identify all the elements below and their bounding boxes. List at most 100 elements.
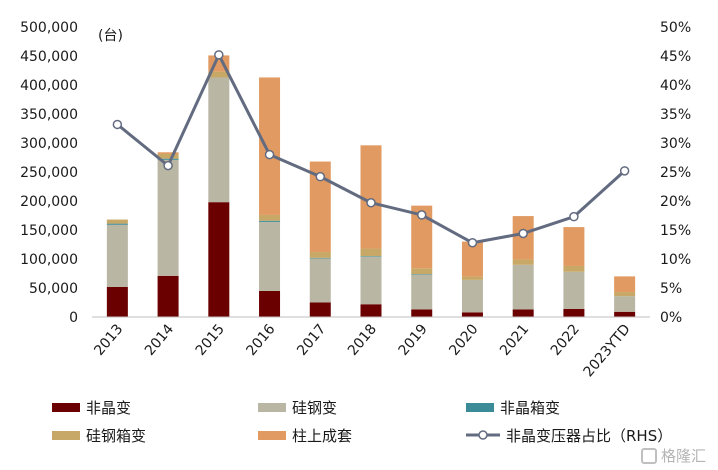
legend-swatch: [52, 402, 80, 412]
x-tick-label: 2017: [294, 321, 329, 359]
bar-segment: [309, 258, 331, 303]
chart-legend: 非晶变 硅钢变 非晶箱变 硅钢箱变 柱上成套 非晶变压器占比（RHS）: [0, 396, 718, 466]
bar-segment: [259, 220, 281, 222]
bar-segment: [157, 158, 179, 160]
bar-segment: [512, 264, 534, 310]
share-line-point: [366, 197, 376, 208]
x-tick-label: 2019: [396, 321, 431, 359]
x-tick-label: 2013: [91, 321, 126, 359]
legend-item-silicon-steel-transformer: 硅钢变: [258, 396, 337, 418]
bar-segment: [360, 145, 382, 249]
bar-segment: [259, 214, 281, 221]
bar-segment: [259, 221, 281, 291]
bar-segment: [208, 71, 230, 78]
x-tick-label: 2020: [446, 321, 481, 359]
share-line-point: [416, 210, 427, 220]
legend-swatch: [258, 402, 286, 412]
bar-segment: [360, 304, 382, 317]
share-line-point: [467, 238, 478, 248]
bar-segment: [461, 241, 483, 277]
x-tick-label: 2023YTD: [581, 321, 634, 380]
y-tick-label: 300,000: [20, 136, 78, 152]
y2-tick-label: 40%: [660, 78, 691, 94]
legend-label: 非晶箱变: [500, 398, 561, 417]
y2-tick-label: 20%: [660, 194, 691, 210]
y2-tick-label: 45%: [660, 49, 691, 65]
bar-segment: [512, 259, 534, 265]
bar-segment: [360, 248, 382, 257]
watermark: 格隆汇: [640, 445, 706, 466]
bar-segment: [309, 302, 331, 317]
legend-label: 非晶变压器占比（RHS）: [506, 426, 673, 445]
y-tick-label: 500,000: [20, 20, 78, 36]
bar-segment: [259, 290, 281, 317]
legend-line-marker: [466, 430, 500, 440]
legend-label: 非晶变: [86, 398, 132, 417]
bar-segment: [208, 202, 230, 317]
bar-segment: [614, 276, 636, 293]
bar-segment: [157, 152, 179, 155]
y-tick-label: 400,000: [20, 78, 78, 94]
bar-segment: [563, 265, 585, 272]
bar-segment: [208, 77, 230, 203]
y2-tick-label: 15%: [660, 223, 691, 239]
legend-swatch: [258, 430, 286, 440]
x-tick-label: 2015: [193, 321, 228, 359]
y2-tick-label: 25%: [660, 165, 691, 181]
y-tick-label: 250,000: [20, 165, 78, 181]
legend-label: 柱上成套: [292, 426, 353, 445]
bar-segment: [157, 154, 179, 159]
bar-segment: [563, 271, 585, 309]
x-tick-label: 2018: [345, 321, 380, 359]
legend-item-amorphous-share-line: 非晶变压器占比（RHS）: [466, 424, 672, 446]
y2-tick-label: 50%: [660, 20, 691, 36]
bar-segment: [614, 311, 636, 317]
bar-segment: [360, 256, 382, 305]
bar-segment: [461, 312, 483, 317]
bar-segment: [157, 159, 179, 276]
y-tick-label: 100,000: [20, 252, 78, 268]
y2-tick-label: 30%: [660, 136, 691, 152]
bar-segment: [563, 308, 585, 317]
bar-segment: [614, 292, 636, 297]
y2-tick-label: 10%: [660, 252, 691, 268]
legend-swatch: [52, 430, 80, 440]
share-line-point: [214, 50, 224, 60]
y2-tick-label: 0%: [660, 310, 682, 326]
bar-segment: [360, 256, 382, 257]
share-line-point: [569, 211, 579, 222]
y-tick-label: 50,000: [29, 281, 78, 297]
share-line-point: [112, 119, 123, 130]
legend-label: 硅钢变: [292, 398, 338, 417]
y-tick-label: 350,000: [20, 107, 78, 123]
bar-segment: [309, 252, 331, 258]
y2-tick-label: 35%: [660, 107, 691, 123]
y-tick-label: 200,000: [20, 194, 78, 210]
legend-item-silicon-steel-box-transformer: 硅钢箱变: [52, 424, 146, 446]
bar-segment: [614, 296, 636, 312]
legend-item-pole-mounted-set: 柱上成套: [258, 424, 352, 446]
bar-segment: [411, 274, 433, 275]
y-axis-unit-label: (台): [98, 28, 123, 44]
x-tick-label: 2014: [142, 321, 177, 359]
bar-segment: [309, 161, 331, 253]
bar-segment: [157, 275, 179, 317]
legend-item-amorphous-transformer: 非晶变: [52, 396, 131, 418]
bar-segment: [411, 205, 433, 269]
legend-item-amorphous-box-transformer: 非晶箱变: [466, 396, 560, 418]
x-tick-label: 2021: [497, 321, 532, 359]
bar-segment: [461, 279, 483, 313]
share-line-point: [264, 149, 275, 160]
y-tick-label: 0: [69, 310, 78, 326]
share-line-point: [619, 166, 630, 176]
bar-segment: [411, 274, 433, 310]
bar-segment: [461, 276, 483, 280]
bar-segment: [411, 309, 433, 317]
share-line-point: [315, 171, 326, 182]
bar-segment: [411, 268, 433, 275]
x-tick-label: 2022: [548, 321, 583, 359]
x-tick-label: 2016: [243, 321, 278, 359]
bar-segment: [563, 227, 585, 266]
share-line-point: [163, 160, 173, 171]
